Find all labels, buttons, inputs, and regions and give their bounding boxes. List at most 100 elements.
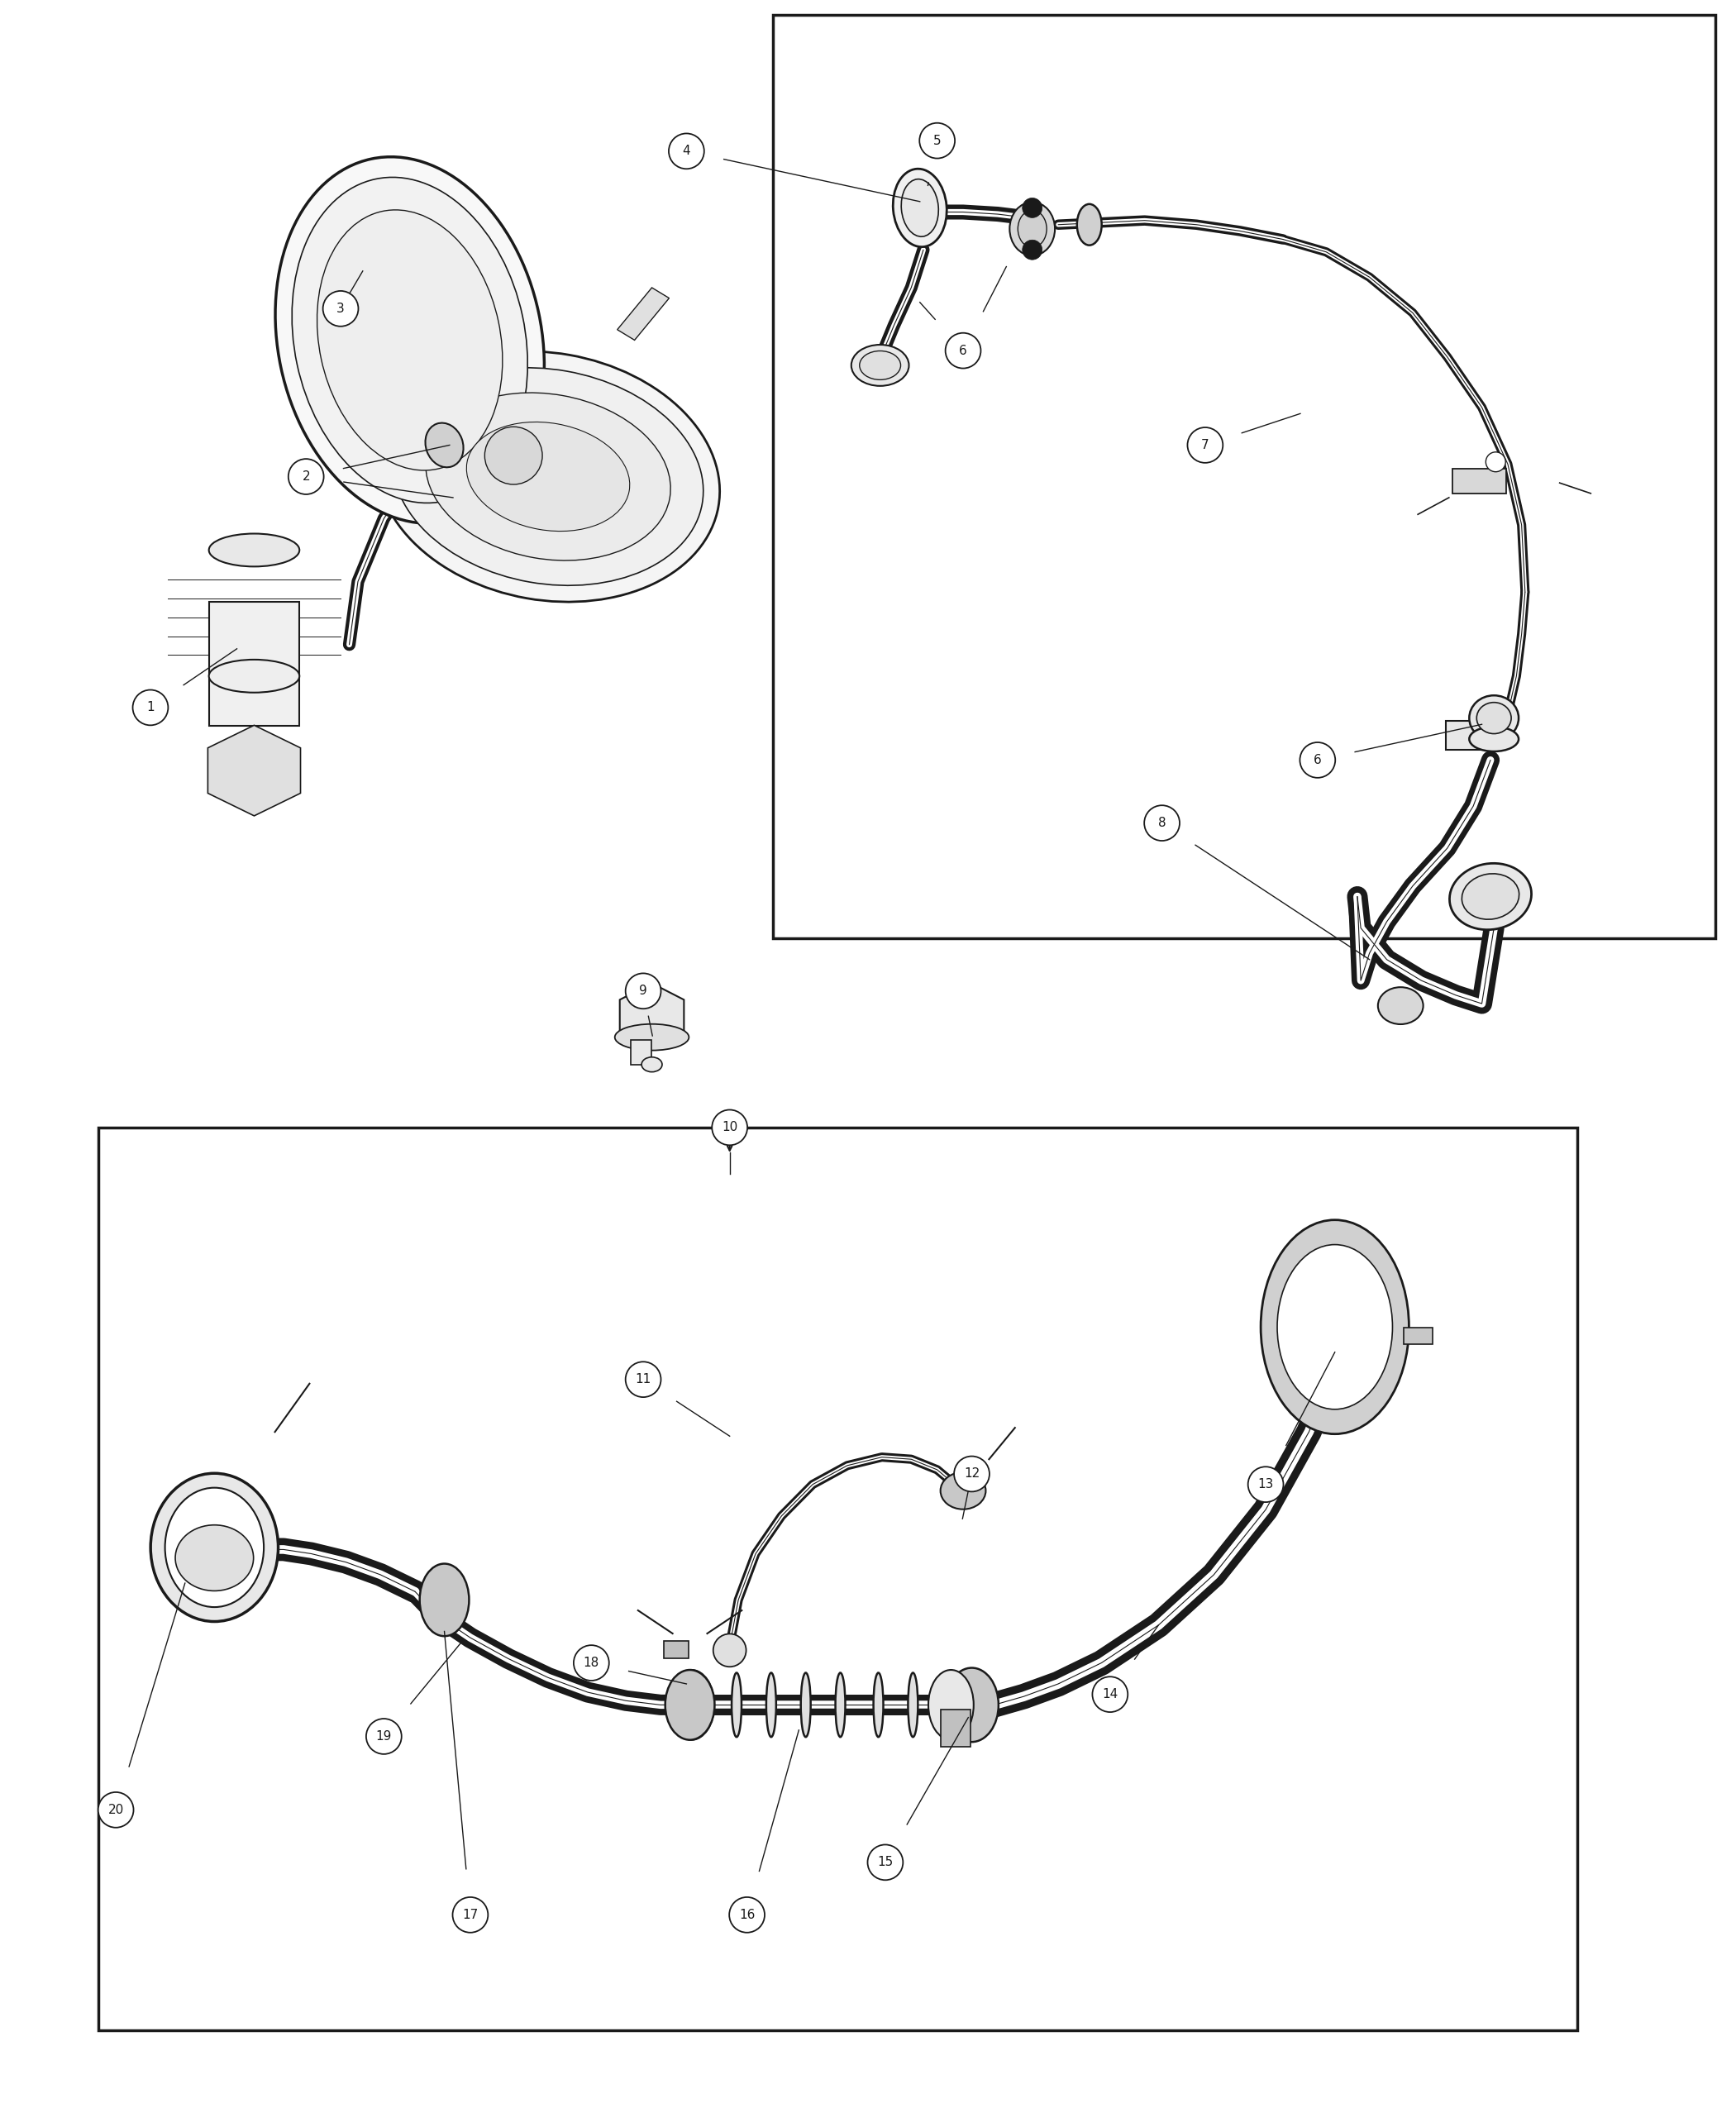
Ellipse shape (642, 1056, 661, 1071)
Circle shape (99, 1792, 134, 1828)
Text: 6: 6 (958, 344, 967, 356)
Text: 13: 13 (1257, 1478, 1274, 1490)
Ellipse shape (276, 156, 545, 523)
Ellipse shape (420, 1564, 469, 1636)
Circle shape (729, 1897, 764, 1933)
Ellipse shape (731, 1674, 741, 1737)
Circle shape (1248, 1467, 1283, 1503)
Ellipse shape (873, 1674, 884, 1737)
Text: 14: 14 (1102, 1689, 1118, 1701)
Circle shape (323, 291, 358, 327)
Bar (1453, 468, 1505, 493)
Text: 1: 1 (146, 702, 155, 715)
Text: 12: 12 (963, 1467, 979, 1480)
Text: 15: 15 (877, 1857, 894, 1868)
Ellipse shape (668, 1670, 713, 1739)
Bar (663, 1640, 689, 1659)
Polygon shape (618, 287, 668, 339)
Circle shape (955, 1457, 990, 1492)
Ellipse shape (292, 177, 528, 504)
Text: 20: 20 (108, 1804, 123, 1817)
Bar (941, 1710, 970, 1748)
Ellipse shape (1010, 202, 1055, 255)
Circle shape (920, 122, 955, 158)
Circle shape (366, 1718, 401, 1754)
Ellipse shape (901, 179, 939, 236)
Ellipse shape (944, 1667, 998, 1741)
Circle shape (946, 333, 981, 369)
Circle shape (288, 460, 323, 493)
Text: 10: 10 (722, 1121, 738, 1134)
Circle shape (573, 1644, 609, 1680)
Ellipse shape (835, 1674, 845, 1737)
Ellipse shape (1076, 204, 1102, 245)
Ellipse shape (1469, 727, 1519, 750)
Text: 3: 3 (337, 301, 345, 314)
Circle shape (713, 1634, 746, 1667)
Text: 4: 4 (682, 145, 691, 158)
Circle shape (868, 1844, 903, 1880)
Ellipse shape (1017, 211, 1047, 247)
Ellipse shape (800, 1674, 811, 1737)
Ellipse shape (615, 1024, 689, 1050)
Text: 11: 11 (635, 1372, 651, 1385)
Ellipse shape (1278, 1244, 1392, 1410)
Ellipse shape (165, 1488, 264, 1606)
Polygon shape (208, 725, 300, 816)
Ellipse shape (425, 424, 464, 468)
Ellipse shape (941, 1471, 986, 1509)
Ellipse shape (392, 367, 703, 586)
Text: 16: 16 (740, 1908, 755, 1920)
Text: 17: 17 (462, 1908, 477, 1920)
Bar (208, 603, 299, 725)
Ellipse shape (1378, 987, 1424, 1024)
Circle shape (1023, 240, 1042, 259)
Circle shape (1144, 805, 1180, 841)
Ellipse shape (859, 350, 901, 379)
Bar (632, 1039, 651, 1065)
Ellipse shape (1462, 873, 1519, 919)
Text: 7: 7 (1201, 438, 1210, 451)
Ellipse shape (208, 660, 299, 694)
Ellipse shape (1469, 696, 1519, 740)
Ellipse shape (175, 1524, 253, 1592)
Ellipse shape (1260, 1221, 1410, 1433)
Text: 2: 2 (302, 470, 311, 483)
Bar (1446, 721, 1493, 750)
Circle shape (1187, 428, 1222, 464)
Circle shape (1092, 1676, 1128, 1712)
Circle shape (453, 1897, 488, 1933)
Bar (773, 15, 1715, 938)
Ellipse shape (1477, 702, 1512, 734)
Ellipse shape (766, 1674, 776, 1737)
Ellipse shape (929, 1670, 974, 1739)
Circle shape (712, 1109, 748, 1145)
Ellipse shape (208, 533, 299, 567)
Ellipse shape (467, 422, 630, 531)
Circle shape (132, 689, 168, 725)
Circle shape (625, 974, 661, 1010)
Ellipse shape (318, 211, 502, 470)
Bar (99, 1128, 1576, 2030)
Circle shape (1486, 451, 1505, 472)
Polygon shape (620, 982, 684, 1050)
Ellipse shape (892, 169, 946, 247)
Ellipse shape (908, 1674, 918, 1737)
Text: 6: 6 (1314, 755, 1321, 765)
Ellipse shape (665, 1670, 715, 1739)
Circle shape (1300, 742, 1335, 778)
Ellipse shape (425, 392, 670, 561)
Text: 8: 8 (1158, 816, 1167, 828)
Text: 9: 9 (639, 984, 648, 997)
Ellipse shape (1450, 864, 1531, 930)
Circle shape (484, 426, 542, 485)
Text: 19: 19 (375, 1731, 392, 1743)
Ellipse shape (851, 346, 910, 386)
Circle shape (1023, 198, 1042, 217)
Bar (1404, 1328, 1432, 1343)
Circle shape (625, 1362, 661, 1398)
Text: 5: 5 (934, 135, 941, 148)
Circle shape (668, 133, 705, 169)
Text: 18: 18 (583, 1657, 599, 1670)
Ellipse shape (151, 1473, 278, 1621)
